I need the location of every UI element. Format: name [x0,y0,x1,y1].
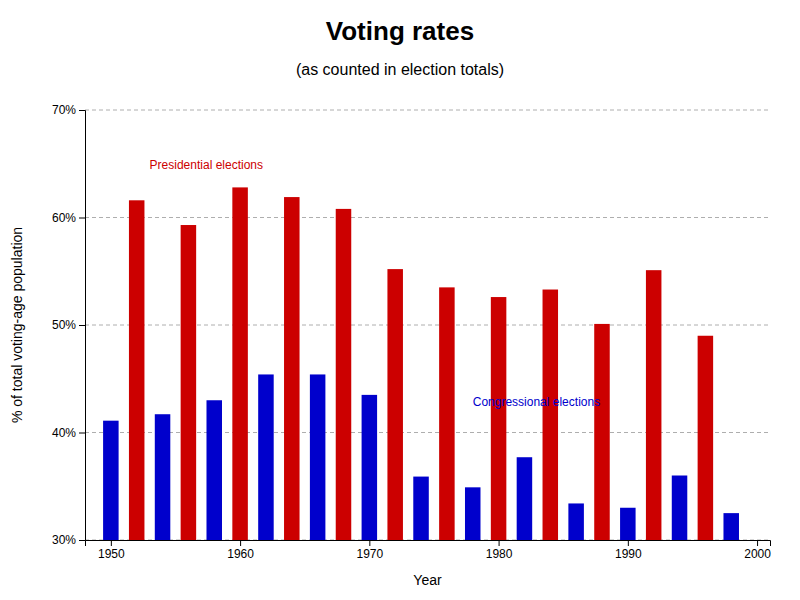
tick-label: 1990 [615,547,642,561]
bar [129,200,145,540]
tick: 40% [52,426,85,440]
bar [672,476,688,541]
bar [491,297,507,540]
tick: 1950 [98,540,125,561]
annotation: Congressional elections [473,395,600,409]
bar [181,225,197,540]
tick-mark [369,540,370,546]
tick-mark [757,540,758,546]
bar [723,513,739,540]
bar [594,324,610,540]
tick-mark [79,540,85,541]
tick-label: 30% [52,533,76,547]
bar [413,477,429,540]
tick-label: 60% [52,211,76,225]
bars [103,187,739,540]
bar [258,374,274,540]
grid [85,110,770,540]
bar [336,209,352,540]
tick-mark [79,110,85,111]
tick-label: 50% [52,318,76,332]
tick: 70% [52,103,85,117]
x-axis-title: Year [413,572,442,588]
tick-label: 1950 [98,547,125,561]
tick-mark [499,540,500,546]
bar [465,487,481,540]
bar [517,457,533,540]
bar [310,374,326,540]
bar [646,270,662,540]
tick: 1970 [356,540,383,561]
tick-mark [79,218,85,219]
tick: 60% [52,211,85,225]
grid-line [85,110,770,111]
tick-label: 40% [52,426,76,440]
bar [698,336,714,540]
tick-label: 1980 [486,547,513,561]
bar [232,187,248,540]
title: Voting rates [326,16,474,46]
bar [439,287,455,540]
y-axis: 30% 40% 50% 60% 70% [52,103,86,547]
bar [568,503,584,540]
tick: 1980 [486,540,513,561]
tick: 1990 [615,540,642,561]
bar [543,290,559,540]
y-axis-title: % of total voting-age population [9,227,25,423]
axis-line [86,541,771,547]
subtitle: (as counted in election totals) [296,61,504,78]
grid-line [85,217,770,218]
axis-line [79,111,86,541]
bar [620,508,636,540]
tick-label: 1960 [227,547,254,561]
bar [206,400,222,540]
x-axis: 1950 1960 1970 1980 1990 2000 [86,540,772,561]
tick-mark [240,540,241,546]
annotations: Presidential elections Congressional elec… [150,158,601,409]
bar [155,414,171,540]
tick: 1960 [227,540,254,561]
annotation: Presidential elections [150,158,263,172]
bar [362,395,378,540]
tick: 2000 [744,540,771,561]
bar [103,421,119,540]
bar [387,269,403,540]
tick-mark [628,540,629,546]
tick: 50% [52,318,85,332]
tick-mark [111,540,112,546]
chart: 1950 1960 1970 1980 1990 2000 30% 40% 50% 60% 70% P… [0,0,800,600]
tick-label: 1970 [356,547,383,561]
plot: 1950 1960 1970 1980 1990 2000 30% 40% 50% 60% 70% P… [52,103,771,560]
tick-mark [79,325,85,326]
tick-label: 2000 [744,547,771,561]
tick: 30% [52,533,85,547]
bar [284,197,300,540]
tick-label: 70% [52,103,76,117]
tick-mark [79,433,85,434]
